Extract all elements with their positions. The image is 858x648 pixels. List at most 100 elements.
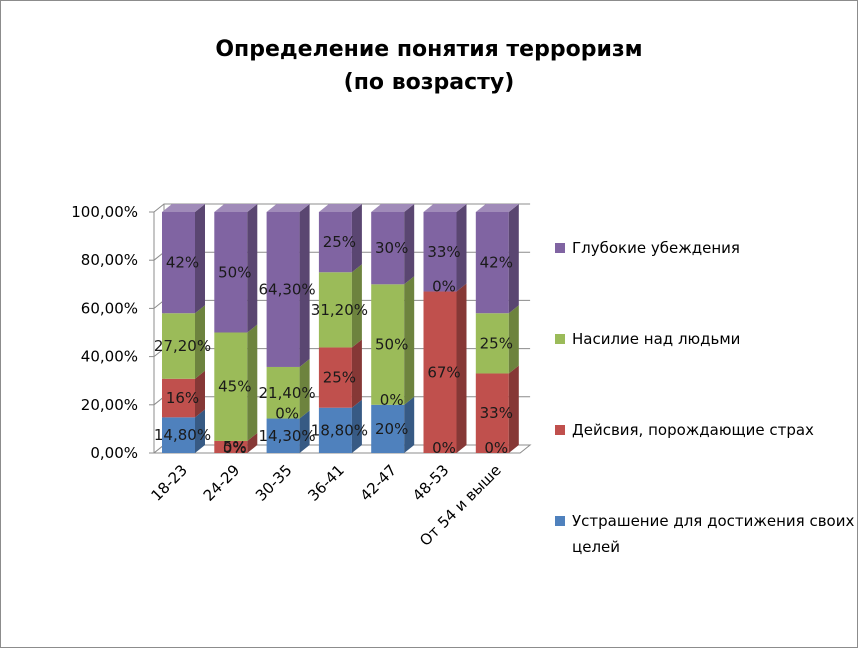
- legend-label: Устрашение для достижения своих целей: [572, 512, 854, 556]
- bar-segment-side: [299, 204, 310, 367]
- bar-segment-side: [351, 264, 362, 348]
- bar-segment-side: [404, 204, 415, 285]
- bar-segment-side: [195, 305, 205, 379]
- bar-top-face: [475, 204, 519, 212]
- data-label: 64,30%: [258, 280, 315, 298]
- bar-top-face: [214, 204, 258, 212]
- data-label: 50%: [218, 263, 251, 281]
- data-label: 67%: [427, 363, 460, 381]
- bar-segment: [214, 212, 248, 333]
- bar-top-face: [423, 204, 467, 212]
- legend-swatch: [555, 243, 565, 253]
- bar-segment: [371, 404, 405, 453]
- bar-segment-side: [404, 276, 415, 405]
- bar-segment-side: [456, 204, 467, 292]
- bar-segment: [423, 212, 457, 292]
- bar-top-face: [266, 204, 310, 212]
- chart-title-line-2: (по возрасту): [344, 70, 515, 95]
- legend-label: Насилие над людьми: [572, 330, 740, 348]
- x-category-label: 48-53: [409, 461, 453, 505]
- bar-segment: [318, 407, 352, 453]
- bar-segment: [266, 418, 300, 453]
- bar-segment-side: [247, 324, 258, 441]
- data-label: 30%: [375, 239, 408, 257]
- bar-segment: [371, 284, 405, 405]
- data-label: 42%: [166, 254, 199, 272]
- bar-segment: [266, 212, 300, 367]
- y-tick-label: 60,00%: [81, 299, 138, 317]
- bar-segment: [214, 440, 248, 453]
- data-label: 20%: [375, 420, 408, 438]
- data-label: 14,80%: [154, 426, 211, 444]
- bar-top-face: [162, 204, 205, 212]
- bar-segment-side: [195, 204, 205, 314]
- chart-title-line-1: Определение понятия терроризм: [215, 37, 642, 62]
- bar-segment: [162, 378, 195, 418]
- data-label: 0%: [432, 439, 456, 457]
- bar-segment-side: [351, 339, 362, 408]
- bar-segment: [162, 313, 195, 379]
- bar-segment: [371, 212, 405, 285]
- data-label: 25%: [323, 233, 356, 251]
- data-label: 33%: [427, 243, 460, 261]
- legend-swatch: [555, 334, 565, 344]
- data-label: 14,30%: [258, 427, 315, 445]
- data-label: 31,20%: [311, 301, 368, 319]
- y-tick-label: 0,00%: [90, 444, 138, 462]
- bar-segment: [318, 212, 352, 273]
- legend-swatch: [555, 516, 565, 526]
- bar-segment-side: [299, 358, 310, 419]
- bar-segment: [162, 212, 195, 314]
- y-tick-label: 20,00%: [81, 396, 138, 414]
- data-label: 27,20%: [154, 337, 211, 355]
- bar-segment-side: [247, 204, 258, 333]
- data-label: 0%: [484, 439, 508, 457]
- legend-label: Дейсвия, порождающие страх: [572, 421, 814, 439]
- bar-segment: [318, 272, 352, 348]
- y-tick-label: 40,00%: [81, 348, 138, 366]
- data-label: 45%: [218, 378, 251, 396]
- bar-segment: [475, 212, 509, 314]
- bar-segment-side: [195, 409, 205, 453]
- legend-swatch: [555, 425, 565, 435]
- data-label: 50%: [375, 336, 408, 354]
- data-label: 18,80%: [311, 421, 368, 439]
- x-category-label: 36-41: [304, 461, 348, 505]
- y-tick-label: 80,00%: [81, 251, 138, 269]
- bar-segment-side: [247, 432, 258, 453]
- plot-area: 0,00% 20,00% 40,00% 60,00% 80,00% 100,00% 14,8…: [71, 203, 532, 550]
- data-label: 0%: [432, 278, 456, 296]
- data-label: 0%: [275, 405, 299, 423]
- data-label: 33%: [480, 404, 513, 422]
- data-label: 0%: [380, 391, 404, 409]
- bar-segment: [214, 332, 248, 441]
- bar-segment: [475, 313, 509, 374]
- bar-segment-side: [299, 410, 310, 453]
- x-category-label: 18-23: [147, 461, 191, 505]
- legend: Глубокие убеждения Насилие над людьми Дейс…: [555, 239, 854, 556]
- bar-segment-side: [404, 396, 415, 453]
- bar-segment: [266, 366, 300, 419]
- bar-segment: [475, 373, 509, 453]
- bar-segment-side: [351, 399, 362, 453]
- data-label: 16%: [166, 389, 199, 407]
- legend-label: Глубокие убеждения: [572, 239, 740, 257]
- bar-segment-side: [508, 305, 519, 374]
- bar-segment-side: [456, 283, 467, 453]
- data-label: 0%: [223, 439, 247, 457]
- data-label: 25%: [323, 369, 356, 387]
- bar-segment-side: [195, 370, 205, 418]
- bar-segment-side: [351, 204, 362, 273]
- data-label: 25%: [480, 334, 513, 352]
- bar-segment-side: [508, 365, 519, 453]
- x-category-label: 42-47: [357, 461, 401, 505]
- y-tick-label: 100,00%: [71, 203, 138, 221]
- bar-top-face: [371, 204, 415, 212]
- bar-segment: [318, 347, 352, 408]
- bar-segment-side: [508, 204, 519, 314]
- x-category-label: 24-29: [200, 461, 244, 505]
- data-label: 42%: [480, 254, 513, 272]
- x-category-label: 30-35: [252, 461, 296, 505]
